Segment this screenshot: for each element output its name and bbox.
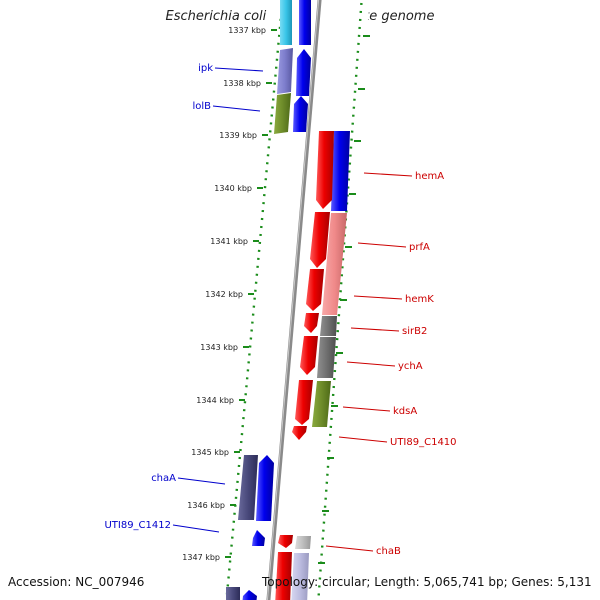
gene-label-prfA: prfA	[409, 242, 430, 253]
gene-arrow	[256, 455, 274, 521]
right-gene-labels: hemA prfA hemK sirB2 ychA kdsA UTI89_C14…	[325, 171, 457, 557]
gene-arrow	[310, 212, 330, 268]
tick-label: 1338 kbp	[223, 79, 261, 88]
cog-block	[280, 0, 292, 45]
gene-label-hemK: hemK	[405, 294, 434, 305]
gene-arrow	[278, 535, 293, 548]
cog-block	[312, 381, 331, 427]
cog-block	[295, 536, 311, 549]
gene-arrow	[304, 313, 319, 333]
gene-cluster-middle	[292, 131, 350, 440]
cog-block	[322, 213, 347, 315]
gene-arrow	[252, 530, 265, 546]
cog-block	[274, 93, 291, 134]
gene-label-ychA: ychA	[398, 361, 423, 372]
tick-label: 1344 kbp	[196, 396, 234, 405]
gene-cluster-lower	[238, 455, 274, 546]
cog-block	[226, 587, 240, 600]
gene-arrow	[292, 426, 307, 440]
gene-cluster-top	[274, 0, 311, 134]
gene-arrow	[275, 552, 292, 600]
tick-labels: 1337 kbp 1338 kbp 1339 kbp 1340 kbp 1341…	[182, 26, 266, 562]
gene-label-UTI89_C1410: UTI89_C1410	[390, 437, 457, 448]
cog-block	[238, 455, 258, 520]
topology-label: Topology: circular; Length: 5,065,741 bp…	[262, 575, 592, 589]
gene-label-hemA: hemA	[415, 171, 444, 182]
gene-cluster-bottom	[226, 535, 311, 600]
tick-label: 1337 kbp	[228, 26, 266, 35]
left-gene-labels: ipk lolB chaA UTI89_C1412	[104, 63, 264, 533]
gene-arrow	[295, 380, 313, 425]
gene-label-chaB: chaB	[376, 546, 401, 557]
gene-label-chaA: chaA	[151, 473, 176, 484]
tick-label: 1339 kbp	[219, 131, 257, 140]
cog-block	[331, 131, 350, 211]
tick-label: 1343 kbp	[200, 343, 238, 352]
cog-block	[317, 337, 336, 378]
gene-label-kdsA: kdsA	[393, 406, 417, 417]
gene-arrow	[299, 0, 311, 45]
tick-label: 1345 kbp	[191, 448, 229, 457]
gene-label-ipk: ipk	[198, 63, 213, 74]
inner-major-ticks	[225, 29, 277, 558]
cog-block	[277, 48, 293, 94]
gene-arrow	[242, 590, 257, 600]
gene-arrow	[293, 96, 308, 132]
gene-arrow	[306, 269, 324, 311]
tick-label: 1341 kbp	[210, 237, 248, 246]
tick-label: 1347 kbp	[182, 553, 220, 562]
tick-label: 1342 kbp	[205, 290, 243, 299]
outer-major-ticks	[318, 35, 370, 564]
genome-backbone-highlight	[266, 0, 320, 600]
gene-label-UTI89_C1412: UTI89_C1412	[104, 520, 171, 531]
genome-backbone	[266, 0, 322, 600]
cog-block	[291, 553, 309, 600]
gene-label-sirB2: sirB2	[402, 326, 427, 337]
cog-block	[320, 316, 337, 336]
gene-label-lolB: lolB	[192, 101, 211, 112]
tick-label: 1340 kbp	[214, 184, 252, 193]
gene-arrow	[296, 49, 311, 96]
gene-arrow	[300, 336, 318, 375]
gene-arrow	[316, 131, 334, 209]
tick-label: 1346 kbp	[187, 501, 225, 510]
accession-label: Accession: NC_007946	[8, 575, 145, 589]
